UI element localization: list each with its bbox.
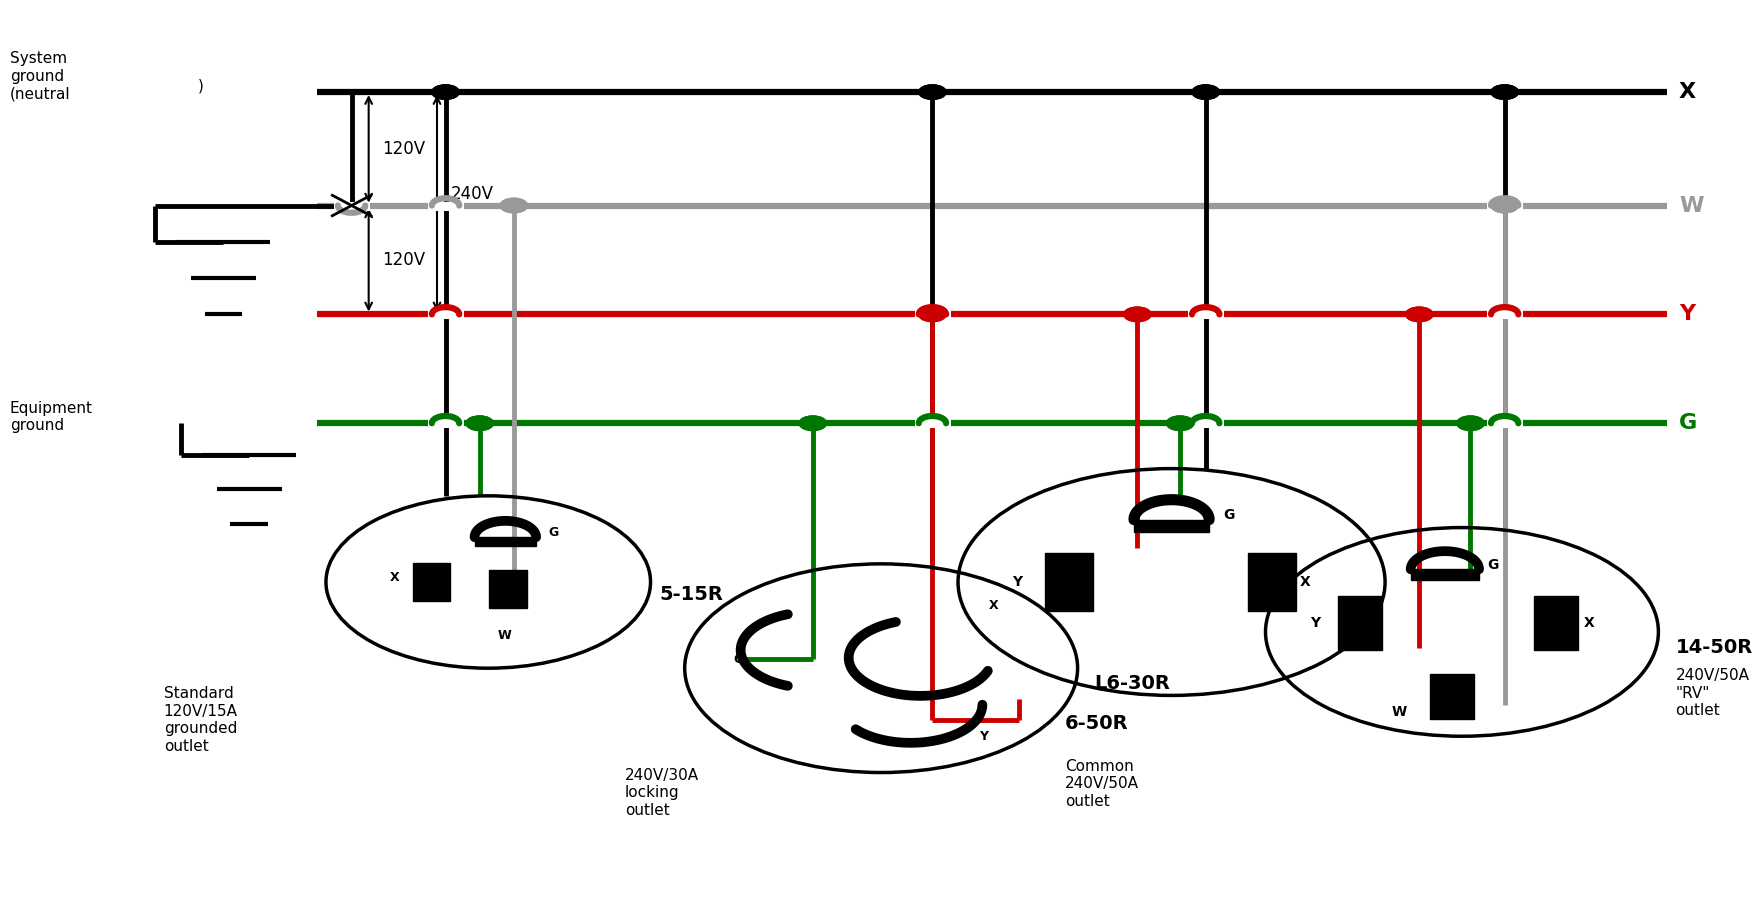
Circle shape [1456,416,1485,430]
Circle shape [431,85,460,99]
Text: 120V: 120V [382,140,426,157]
Circle shape [919,307,946,321]
Bar [490,571,527,608]
Text: W: W [1391,705,1407,719]
Text: Standard
120V/15A
grounded
outlet: Standard 120V/15A grounded outlet [164,686,238,753]
Text: X: X [389,571,400,584]
Bar [474,537,535,546]
Text: Equipment
ground: Equipment ground [11,400,93,433]
Circle shape [1492,85,1518,99]
Circle shape [467,416,493,430]
Text: G: G [1678,413,1698,433]
Circle shape [1492,85,1518,99]
Text: Y: Y [979,730,988,743]
Text: Common
240V/50A
outlet: Common 240V/50A outlet [1065,759,1139,809]
Circle shape [500,198,528,213]
Circle shape [431,85,460,99]
Circle shape [1492,198,1518,213]
Text: X: X [990,599,998,612]
Circle shape [919,85,946,99]
Circle shape [1405,307,1433,321]
Bar [412,563,451,602]
Text: Y: Y [1013,575,1021,589]
Bar [1411,570,1479,581]
Bar [1534,596,1578,650]
Circle shape [1124,307,1152,321]
Circle shape [467,416,493,430]
Circle shape [1192,85,1219,99]
Text: G: G [1222,508,1234,522]
Text: X: X [1583,616,1594,630]
Text: W: W [498,630,511,642]
Circle shape [799,416,826,430]
Text: Y: Y [1310,616,1321,630]
Text: G: G [1488,558,1499,571]
Bar [1134,520,1210,532]
Text: 240V/30A
locking
outlet: 240V/30A locking outlet [625,768,699,818]
Text: 120V: 120V [382,251,426,269]
Circle shape [1166,416,1194,430]
Circle shape [799,416,826,430]
Text: X: X [1678,82,1696,102]
Circle shape [1192,85,1219,99]
Bar [1249,552,1296,612]
Text: System
ground
(neutral: System ground (neutral [11,51,70,101]
Circle shape [1405,307,1433,321]
Text: G: G [548,526,558,539]
Text: 240V: 240V [451,185,493,203]
Bar [1430,674,1474,719]
Text: W: W [1678,196,1703,216]
Text: Y: Y [1678,304,1696,324]
Text: 14-50R: 14-50R [1675,638,1752,657]
Circle shape [1456,416,1485,430]
Text: 5-15R: 5-15R [659,585,724,604]
Circle shape [1492,198,1518,213]
Circle shape [500,198,528,213]
Circle shape [919,307,946,321]
Bar [1338,596,1382,650]
Text: ): ) [197,78,204,94]
Circle shape [919,85,946,99]
Text: 6-50R: 6-50R [1065,713,1129,733]
Circle shape [1124,307,1152,321]
Circle shape [1166,416,1194,430]
Text: G: G [734,652,745,665]
Text: X: X [1300,575,1310,589]
Bar [1044,552,1094,612]
Text: L6-30R: L6-30R [1095,674,1171,693]
Text: 240V/50A
"RV"
outlet: 240V/50A "RV" outlet [1675,669,1749,718]
